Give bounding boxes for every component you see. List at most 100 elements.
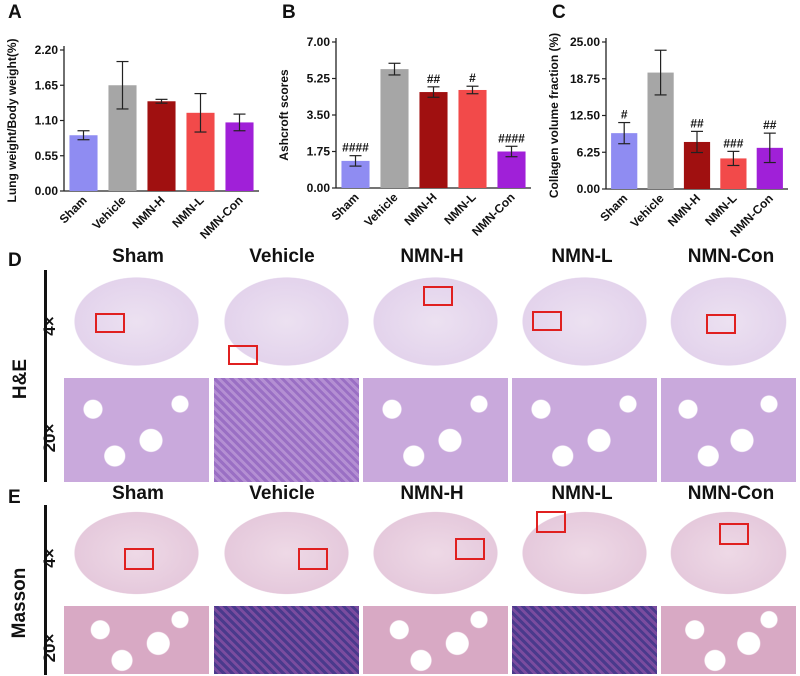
y-tick-label: 0.00 — [307, 181, 331, 195]
masson-20x-vehicle — [214, 606, 359, 674]
significance-mark: #### — [342, 141, 369, 155]
x-tick-label: NMN-Con — [469, 190, 518, 239]
y-tick-label: 1.65 — [35, 78, 59, 92]
panel-letter-e: E — [8, 487, 21, 508]
x-tick-label: NMN-L — [441, 190, 478, 227]
he-20x-sham — [64, 378, 209, 482]
mag-label-masson-4x: 4× — [40, 548, 59, 568]
roi-box — [124, 548, 154, 570]
masson-4x-vehicle — [214, 505, 359, 601]
roi-box — [455, 538, 485, 560]
x-tick-label: Sham — [597, 191, 630, 224]
col-head-nmnh-d: NMN-H — [400, 246, 464, 267]
x-tick-label: NMN-H — [129, 193, 167, 231]
he-4x-nmnh — [363, 270, 508, 373]
significance-mark: ## — [427, 72, 441, 86]
roi-box — [95, 313, 125, 333]
panel-letter-a: A — [8, 2, 22, 23]
significance-mark: # — [469, 71, 476, 85]
col-head-vehicle-e: Vehicle — [249, 483, 315, 504]
roi-box — [532, 311, 562, 331]
bar-sham — [69, 135, 98, 191]
bar-nmn-l — [458, 89, 487, 188]
y-tick-label: 5.25 — [307, 72, 331, 86]
roi-box — [423, 286, 453, 306]
roi-box — [228, 345, 258, 365]
he-4x-nmncon — [661, 270, 796, 373]
x-tick-label: Sham — [329, 190, 362, 223]
bar-nmn-h — [147, 101, 176, 191]
masson-4x-nmncon — [661, 505, 796, 601]
x-tick-label: NMN-H — [401, 190, 439, 228]
bar-nmn-h — [419, 92, 448, 188]
mag-label-masson-20x: 20× — [40, 633, 59, 663]
x-tick-label: NMN-H — [665, 191, 703, 229]
x-tick-label: Sham — [57, 193, 90, 226]
he-20x-nmnl — [512, 378, 657, 482]
stain-label-masson: Masson — [9, 567, 30, 639]
bar-nmn-con — [497, 151, 526, 188]
significance-mark: ### — [723, 136, 743, 150]
lung-weight-chart: 0.00 0.55 1.10 1.65 2.20 Lung weight/Body wei… — [5, 39, 259, 242]
y-tick-label: 1.75 — [307, 145, 331, 159]
panel-letter-b: B — [282, 2, 296, 23]
col-head-nmncon-d: NMN-Con — [687, 246, 775, 267]
mag-label-he-20x: 20× — [40, 423, 59, 453]
x-tick-label: Vehicle — [361, 190, 400, 229]
he-4x-vehicle — [214, 270, 359, 373]
bar-nmn-con — [225, 122, 254, 191]
y-axis-label: Ashcroft scores — [277, 69, 291, 161]
masson-20x-nmncon — [661, 606, 796, 674]
roi-box — [536, 511, 566, 533]
he-20x-nmncon — [661, 378, 796, 482]
y-tick-label: 25.00 — [570, 35, 600, 49]
significance-mark: ## — [690, 116, 704, 130]
y-tick-label: 18.75 — [570, 72, 600, 86]
bar-vehicle — [380, 69, 409, 188]
y-tick-label: 1.10 — [35, 114, 59, 128]
significance-mark: # — [621, 108, 628, 122]
y-tick-label: 7.00 — [307, 35, 331, 49]
masson-4x-nmnl — [512, 505, 657, 601]
y-axis-label: Lung weight/Body weight(%) — [5, 39, 19, 203]
y-tick-label: 0.55 — [35, 149, 59, 163]
significance-mark: ## — [763, 118, 777, 132]
col-head-nmncon-e: NMN-Con — [687, 483, 775, 504]
masson-4x-nmnh — [363, 505, 508, 601]
collagen-chart: 0.00 6.25 12.50 18.75 25.00 Collagen volume f… — [547, 33, 788, 240]
masson-20x-sham — [64, 606, 209, 674]
y-tick-label: 0.00 — [577, 182, 601, 196]
masson-4x-sham — [64, 505, 209, 601]
x-tick-label: NMN-L — [169, 193, 206, 230]
y-tick-label: 2.20 — [35, 43, 59, 57]
masson-20x-nmnl — [512, 606, 657, 674]
y-tick-label: 3.50 — [307, 108, 331, 122]
divider-masson — [44, 505, 47, 675]
ashcroft-chart: 0.00 1.75 3.50 5.25 7.00 Ashcroft scores #### S… — [277, 35, 531, 239]
divider-he — [44, 270, 47, 482]
col-head-nmnl-e: NMN-L — [551, 483, 613, 504]
col-head-vehicle-d: Vehicle — [249, 246, 315, 267]
he-4x-nmnl — [512, 270, 657, 373]
y-tick-label: 0.00 — [35, 184, 59, 198]
x-tick-label: Vehicle — [89, 193, 128, 232]
x-tick-label: NMN-Con — [197, 193, 246, 242]
col-head-nmnh-e: NMN-H — [400, 483, 464, 504]
masson-20x-nmnh — [363, 606, 508, 674]
panel-letter-d: D — [8, 250, 22, 271]
panel-letter-c: C — [552, 2, 566, 23]
roi-box — [719, 523, 749, 545]
roi-box — [706, 314, 736, 334]
he-20x-vehicle — [214, 378, 359, 482]
x-tick-label: Vehicle — [628, 191, 667, 230]
y-tick-label: 12.50 — [570, 109, 600, 123]
mag-label-he-4x: 4× — [40, 316, 59, 336]
he-4x-sham — [64, 270, 209, 373]
roi-box — [298, 548, 328, 570]
significance-mark: #### — [498, 131, 525, 145]
col-head-sham-d: Sham — [112, 246, 164, 267]
he-20x-nmnh — [363, 378, 508, 482]
stain-label-he: H&E — [10, 358, 31, 400]
y-tick-label: 6.25 — [577, 145, 601, 159]
y-axis-label: Collagen volume fraction (%) — [547, 33, 561, 198]
